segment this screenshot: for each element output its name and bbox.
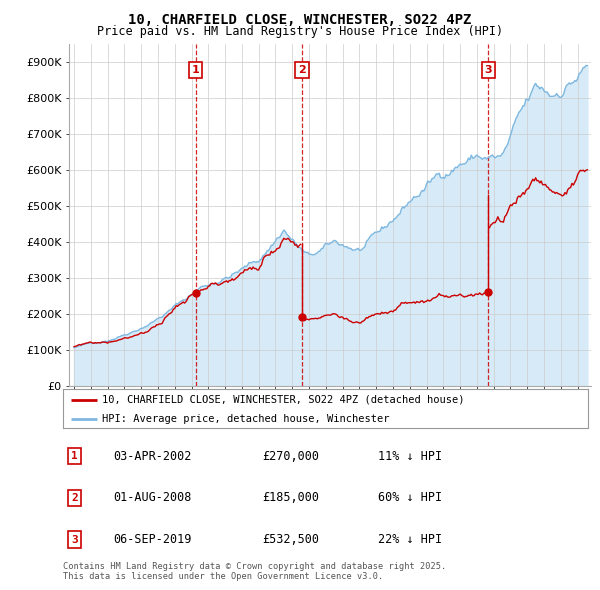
Text: 01-AUG-2008: 01-AUG-2008	[113, 491, 191, 504]
Text: £185,000: £185,000	[263, 491, 320, 504]
Text: £270,000: £270,000	[263, 450, 320, 463]
Text: 60% ↓ HPI: 60% ↓ HPI	[378, 491, 442, 504]
Text: 2: 2	[298, 65, 306, 75]
Text: 1: 1	[71, 451, 78, 461]
Text: 10, CHARFIELD CLOSE, WINCHESTER, SO22 4PZ (detached house): 10, CHARFIELD CLOSE, WINCHESTER, SO22 4P…	[103, 395, 465, 405]
Text: HPI: Average price, detached house, Winchester: HPI: Average price, detached house, Winc…	[103, 414, 390, 424]
Text: 11% ↓ HPI: 11% ↓ HPI	[378, 450, 442, 463]
Text: £532,500: £532,500	[263, 533, 320, 546]
Text: 03-APR-2002: 03-APR-2002	[113, 450, 191, 463]
Text: Contains HM Land Registry data © Crown copyright and database right 2025.
This d: Contains HM Land Registry data © Crown c…	[63, 562, 446, 581]
Text: 1: 1	[192, 65, 200, 75]
Text: 3: 3	[484, 65, 492, 75]
Text: 3: 3	[71, 535, 78, 545]
Text: 22% ↓ HPI: 22% ↓ HPI	[378, 533, 442, 546]
Text: 06-SEP-2019: 06-SEP-2019	[113, 533, 191, 546]
Text: 10, CHARFIELD CLOSE, WINCHESTER, SO22 4PZ: 10, CHARFIELD CLOSE, WINCHESTER, SO22 4P…	[128, 13, 472, 27]
Text: Price paid vs. HM Land Registry's House Price Index (HPI): Price paid vs. HM Land Registry's House …	[97, 25, 503, 38]
Text: 2: 2	[71, 493, 78, 503]
